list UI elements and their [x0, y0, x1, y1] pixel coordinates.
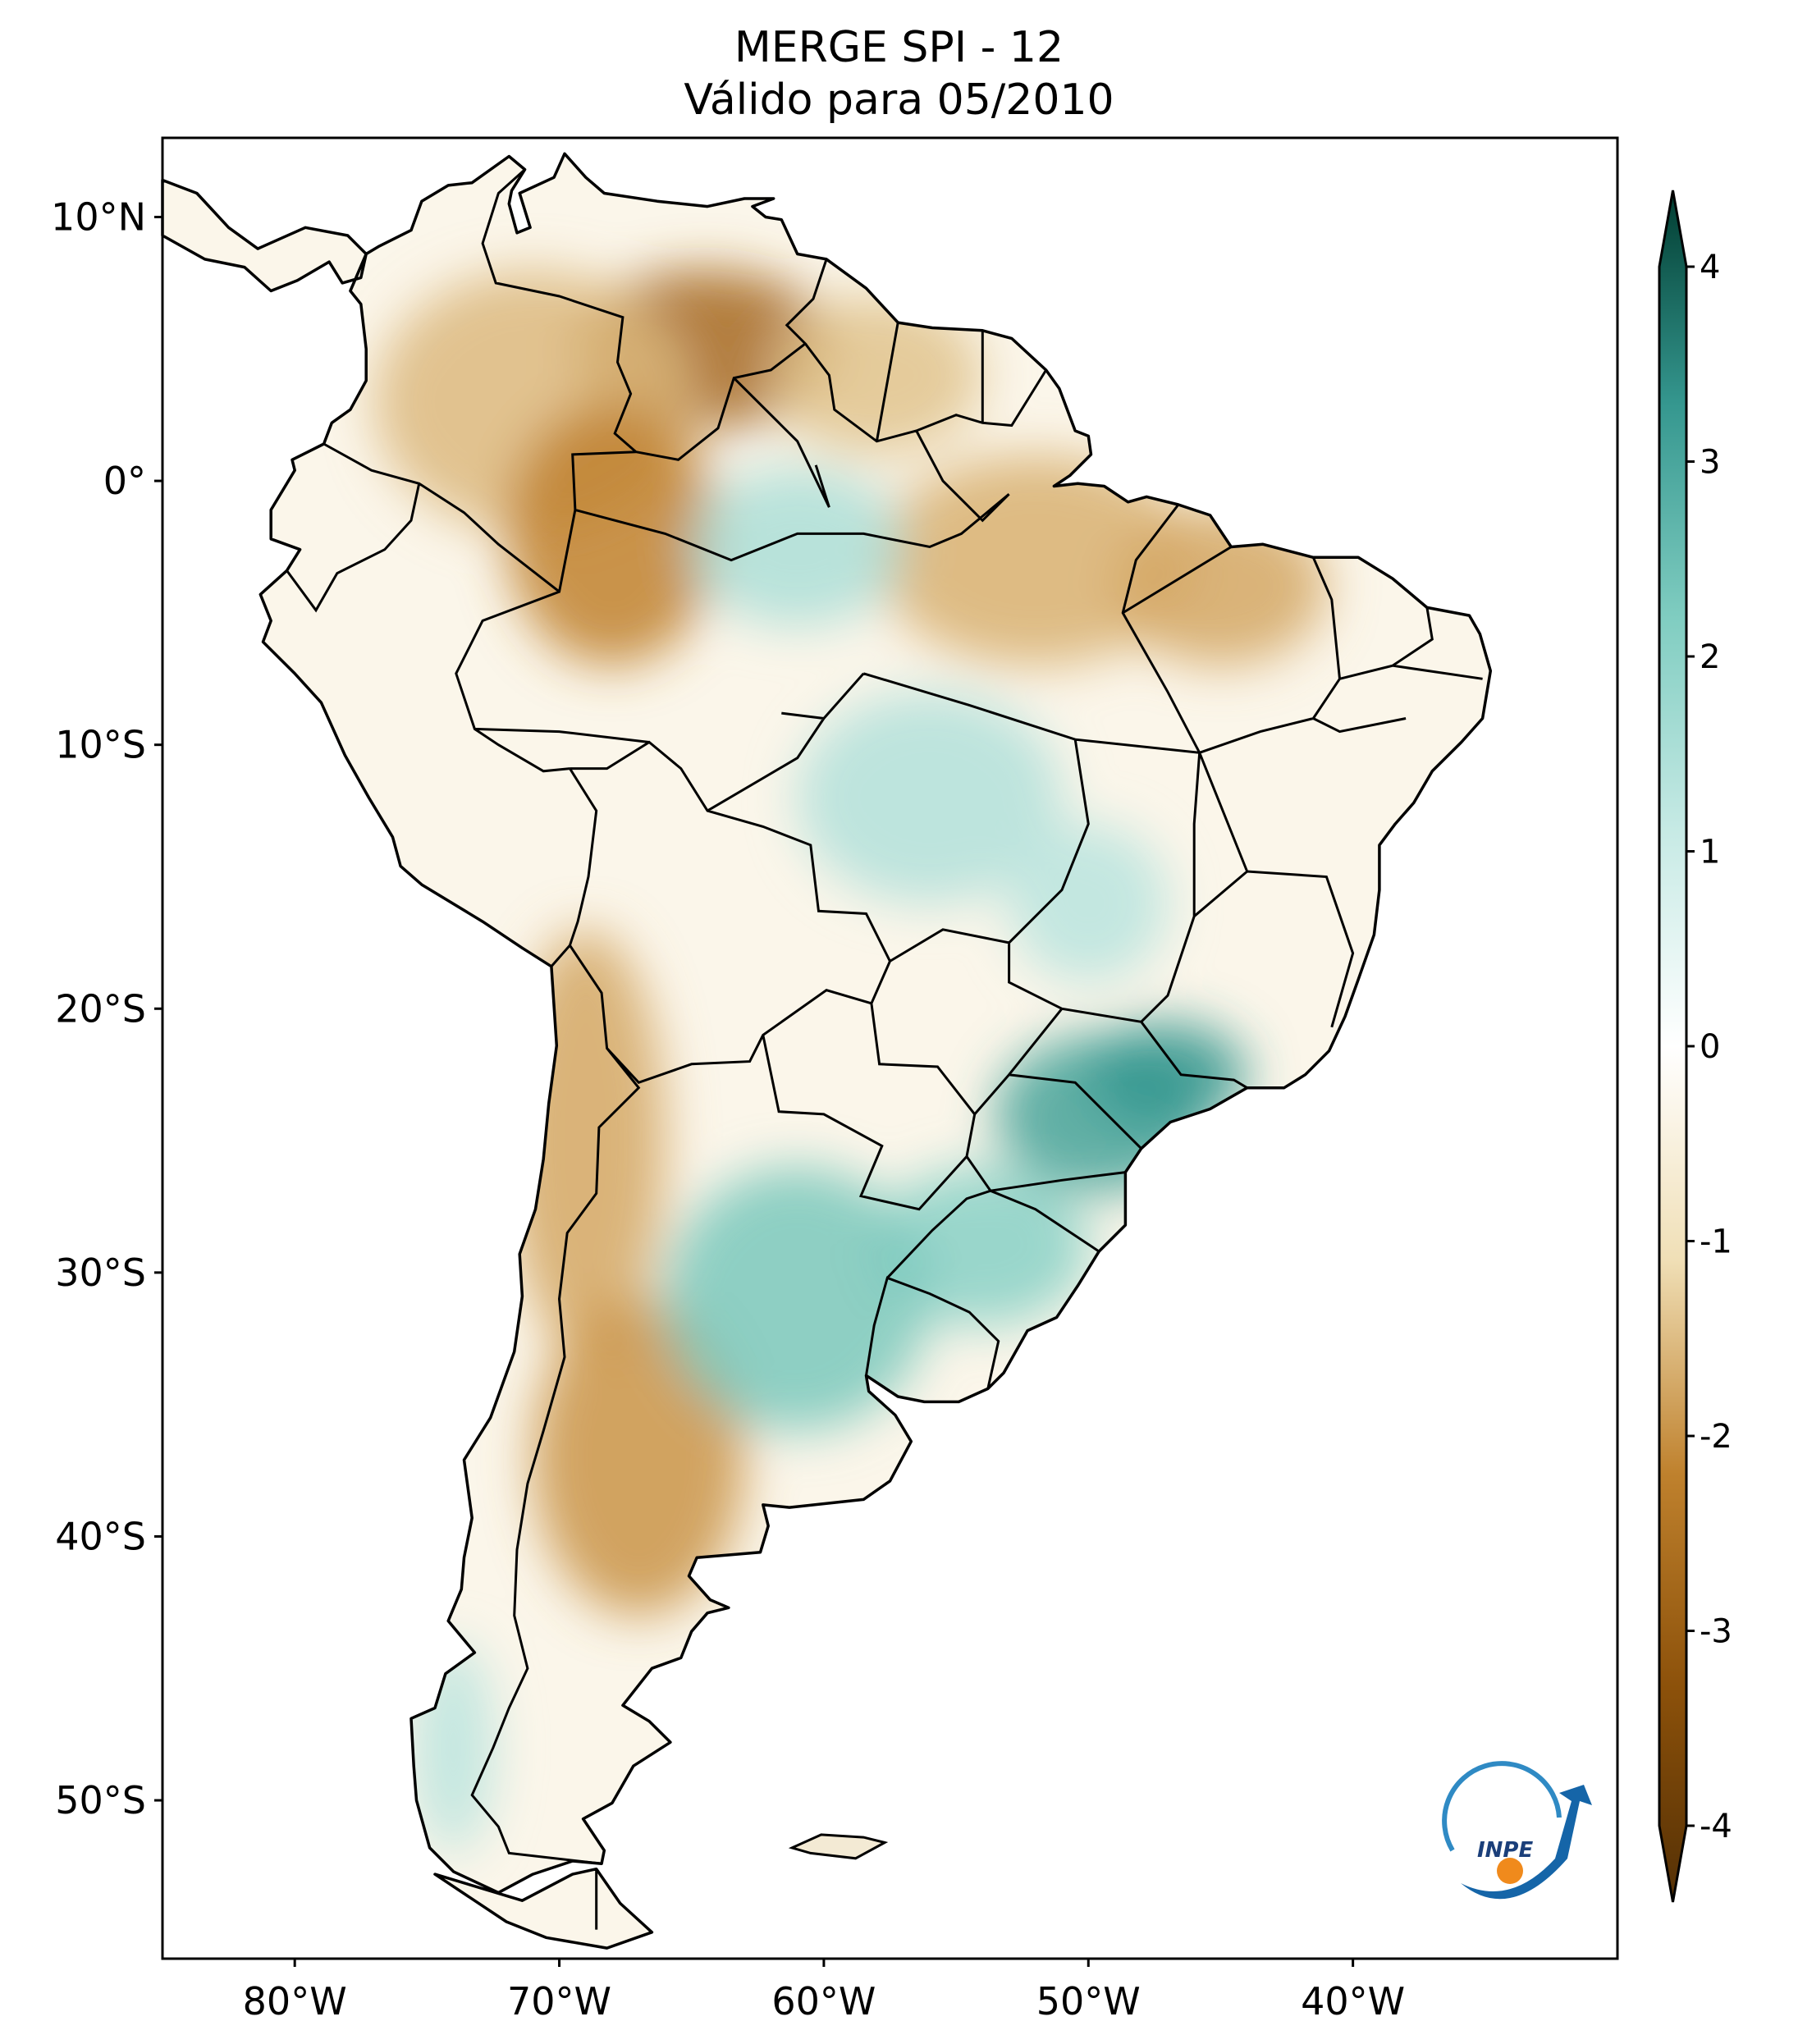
colorbar: 4 3 2 1 0 -1 -2 -3 -4 — [1658, 190, 1732, 1903]
anomaly-wet-mato-grosso — [797, 692, 1063, 903]
lat-tick-label: 50°S — [55, 1778, 146, 1822]
anomaly-wet-pampas — [665, 1167, 930, 1431]
colorbar-tick-label: 2 — [1700, 638, 1720, 676]
lon-tick-label: 80°W — [243, 1979, 347, 2023]
colorbar-ticks: 4 3 2 1 0 -1 -2 -3 -4 — [1686, 249, 1732, 1845]
falkland-islands — [788, 1833, 889, 1860]
lon-tick-label: 70°W — [507, 1979, 611, 2023]
anomaly-dry-para — [876, 454, 1195, 666]
anomaly-dry-nw-amazon — [506, 401, 718, 666]
lat-tick-label: 0° — [103, 459, 146, 503]
colorbar-tick-label: -1 — [1700, 1223, 1732, 1261]
anomaly-dry-guianas — [771, 295, 983, 455]
lon-tick-label: 40°W — [1301, 1979, 1405, 2023]
country-state-borders — [286, 168, 1483, 1930]
lat-tick-label: 40°S — [55, 1514, 146, 1558]
logo-sun-icon — [1497, 1858, 1523, 1884]
colorbar-tick-label: 1 — [1700, 834, 1720, 871]
colorbar-tick-label: -2 — [1700, 1418, 1732, 1456]
logo-text: INPE — [1477, 1838, 1533, 1863]
land-fill — [162, 153, 1491, 1949]
lat-tick-label: 20°S — [55, 986, 146, 1031]
anomaly-wet-goias — [1009, 824, 1168, 983]
anomaly-wet-sao-paulo — [1088, 1022, 1247, 1127]
colorbar-tick-label: -3 — [1700, 1613, 1732, 1651]
lat-tick-label: 30°S — [55, 1251, 146, 1295]
spi-anomaly-field — [373, 269, 1327, 1854]
map-title: MERGE SPI - 12 — [734, 23, 1064, 72]
colorbar-scale — [1658, 190, 1688, 1903]
anomaly-dry-patagonia — [533, 1299, 745, 1616]
anomaly-wet-amazon — [691, 467, 904, 626]
coastline — [161, 152, 1493, 1950]
lat-tick-label: 10°S — [55, 723, 146, 767]
anomaly-wet-rio-grande-sul — [876, 1167, 1089, 1326]
map-subtitle: Válido para 05/2010 — [684, 75, 1114, 125]
logo-arrow-icon — [1461, 1785, 1592, 1900]
latitude-axis: 10°N 0° 10°S 20°S 30°S 40°S 50°S — [51, 194, 162, 1822]
colorbar-tick-label: 4 — [1700, 249, 1720, 286]
colorbar-tick-label: 0 — [1700, 1028, 1720, 1066]
inpe-logo: INPE — [1442, 1761, 1592, 1900]
lon-tick-label: 50°W — [1036, 1979, 1141, 2023]
lon-tick-label: 60°W — [771, 1979, 876, 2023]
longitude-axis: 80°W 70°W 60°W 50°W 40°W — [243, 1959, 1405, 2023]
lat-tick-label: 10°N — [51, 194, 146, 239]
colorbar-tick-label: 3 — [1700, 444, 1720, 482]
colorbar-tick-label: -4 — [1700, 1808, 1732, 1845]
logo-orbit-icon — [1442, 1761, 1562, 1852]
